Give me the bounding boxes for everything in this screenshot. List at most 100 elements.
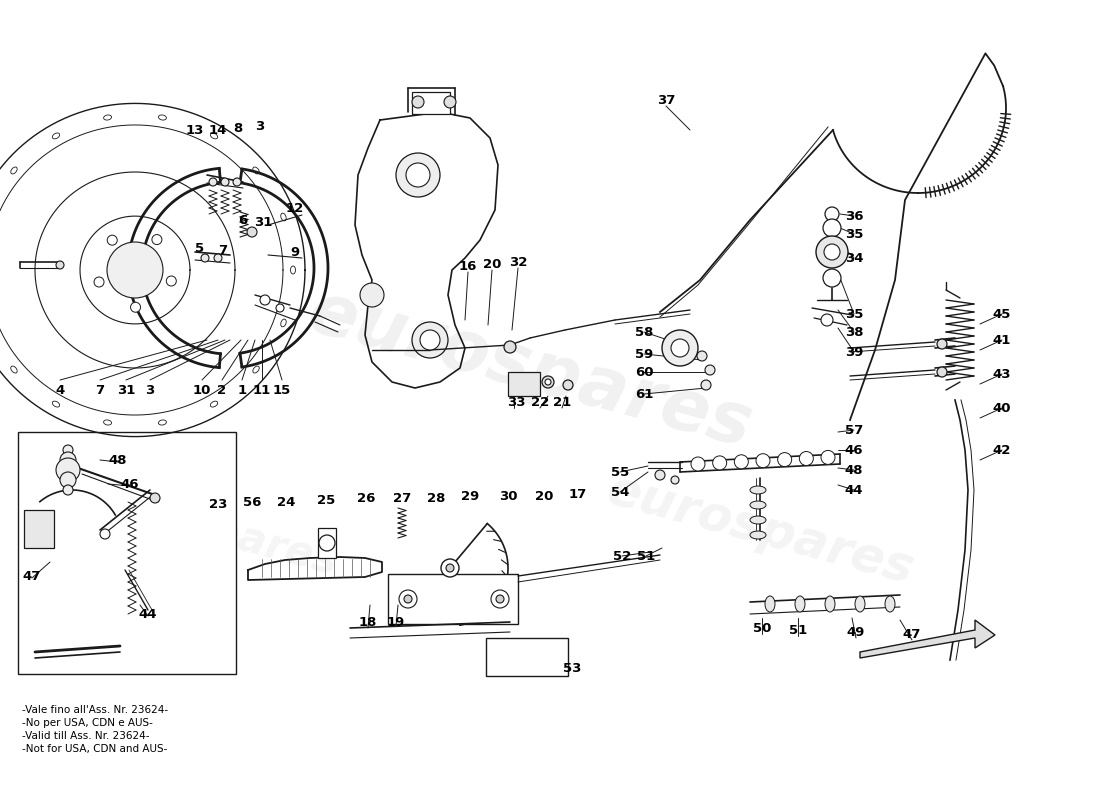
Circle shape	[399, 590, 417, 608]
Text: 33: 33	[507, 395, 526, 409]
Text: 21: 21	[553, 395, 571, 409]
Text: 51: 51	[789, 623, 807, 637]
Circle shape	[404, 595, 412, 603]
Ellipse shape	[253, 366, 260, 373]
Circle shape	[56, 458, 80, 482]
Text: 7: 7	[219, 243, 228, 257]
Ellipse shape	[290, 266, 296, 274]
Bar	[412, 92, 450, 114]
Circle shape	[412, 96, 424, 108]
Polygon shape	[860, 620, 996, 658]
Text: 46: 46	[845, 443, 864, 457]
Text: 37: 37	[657, 94, 675, 106]
Text: eurospares: eurospares	[77, 476, 342, 584]
Text: 60: 60	[635, 366, 653, 378]
Circle shape	[697, 351, 707, 361]
Text: 34: 34	[845, 251, 864, 265]
Text: 41: 41	[993, 334, 1011, 346]
Text: 2: 2	[218, 383, 227, 397]
Text: 3: 3	[145, 383, 155, 397]
Text: 43: 43	[992, 367, 1011, 381]
Circle shape	[491, 590, 509, 608]
Ellipse shape	[210, 401, 218, 407]
Circle shape	[56, 261, 64, 269]
Circle shape	[360, 283, 384, 307]
Circle shape	[705, 365, 715, 375]
Ellipse shape	[53, 133, 59, 139]
Ellipse shape	[253, 167, 260, 174]
Circle shape	[563, 380, 573, 390]
Circle shape	[824, 244, 840, 260]
Circle shape	[152, 234, 162, 245]
Text: 51: 51	[637, 550, 656, 562]
Circle shape	[504, 341, 516, 353]
Text: 35: 35	[845, 227, 864, 241]
Bar	[508, 372, 540, 396]
Circle shape	[63, 485, 73, 495]
Bar	[318, 528, 336, 558]
Circle shape	[654, 470, 666, 480]
Text: 45: 45	[993, 307, 1011, 321]
Text: 16: 16	[459, 259, 477, 273]
Text: 7: 7	[96, 383, 104, 397]
Text: 6: 6	[239, 214, 248, 226]
Circle shape	[221, 178, 229, 186]
Circle shape	[107, 235, 118, 245]
Text: 58: 58	[635, 326, 653, 338]
Text: 18: 18	[359, 615, 377, 629]
Circle shape	[107, 242, 163, 298]
Text: 13: 13	[186, 123, 205, 137]
Text: 52: 52	[613, 550, 631, 562]
Text: 17: 17	[569, 487, 587, 501]
Circle shape	[544, 379, 551, 385]
Text: 11: 11	[253, 383, 271, 397]
Circle shape	[214, 254, 222, 262]
Ellipse shape	[825, 596, 835, 612]
Ellipse shape	[210, 133, 218, 139]
Text: 20: 20	[535, 490, 553, 502]
Circle shape	[823, 269, 842, 287]
Text: 31: 31	[117, 383, 135, 397]
Text: 9: 9	[290, 246, 299, 258]
Circle shape	[412, 322, 448, 358]
Text: 20: 20	[483, 258, 502, 270]
Text: 42: 42	[993, 443, 1011, 457]
Bar	[388, 574, 518, 624]
Text: 22: 22	[531, 395, 549, 409]
Text: eurospares: eurospares	[300, 278, 759, 462]
Circle shape	[821, 314, 833, 326]
Text: 48: 48	[845, 463, 864, 477]
Circle shape	[937, 367, 947, 377]
Text: 47: 47	[903, 627, 921, 641]
Text: 61: 61	[635, 387, 653, 401]
Circle shape	[701, 380, 711, 390]
Circle shape	[100, 529, 110, 539]
Text: 12: 12	[286, 202, 304, 214]
Text: 15: 15	[273, 383, 292, 397]
Text: 54: 54	[610, 486, 629, 498]
Bar	[18, 432, 236, 674]
Circle shape	[319, 535, 336, 551]
Circle shape	[63, 445, 73, 455]
Ellipse shape	[158, 420, 166, 425]
Circle shape	[671, 476, 679, 484]
Ellipse shape	[103, 115, 111, 120]
Ellipse shape	[11, 366, 18, 373]
Text: -Valid till Ass. Nr. 23624-: -Valid till Ass. Nr. 23624-	[22, 731, 150, 741]
Circle shape	[276, 304, 284, 312]
Circle shape	[150, 493, 160, 503]
Text: 44: 44	[139, 607, 157, 621]
Circle shape	[94, 277, 104, 287]
Text: 53: 53	[563, 662, 581, 674]
Text: 14: 14	[209, 123, 228, 137]
Text: 8: 8	[233, 122, 243, 134]
Circle shape	[671, 339, 689, 357]
Circle shape	[756, 454, 770, 468]
Circle shape	[260, 295, 270, 305]
Text: 35: 35	[845, 307, 864, 321]
Bar	[486, 638, 568, 676]
Circle shape	[209, 178, 217, 186]
Circle shape	[60, 472, 76, 488]
Circle shape	[441, 559, 459, 577]
Text: 44: 44	[845, 483, 864, 497]
